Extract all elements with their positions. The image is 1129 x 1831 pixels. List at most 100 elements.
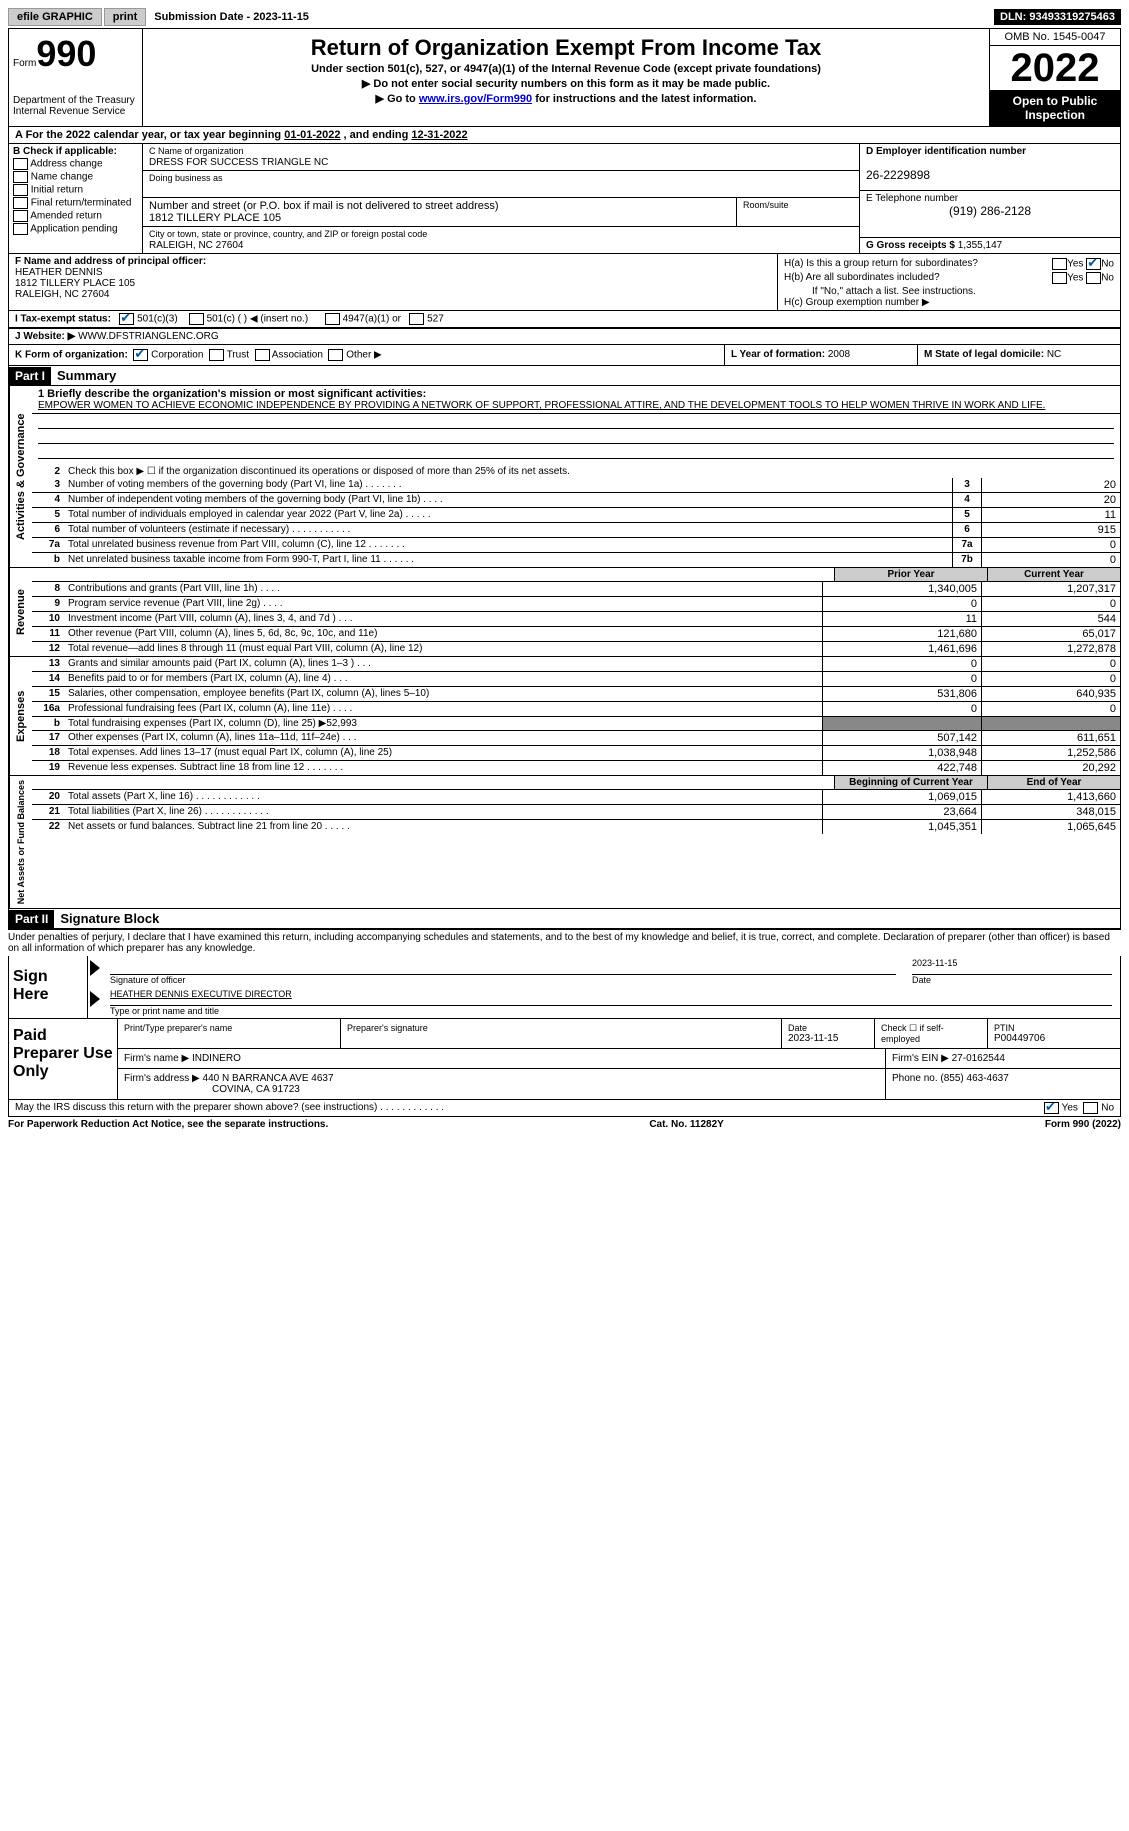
hb-yes[interactable] xyxy=(1052,272,1067,284)
row-fh: F Name and address of principal officer:… xyxy=(8,254,1121,311)
print-button[interactable]: print xyxy=(104,8,146,26)
note-1: ▶ Do not enter social security numbers o… xyxy=(151,77,981,90)
part1-header: Part I Summary xyxy=(8,366,1121,386)
table-row: bNet unrelated business taxable income f… xyxy=(32,553,1120,567)
firm-ein: 27-0162544 xyxy=(952,1053,1005,1064)
table-row: 4Number of independent voting members of… xyxy=(32,493,1120,508)
officer-city: RALEIGH, NC 27604 xyxy=(15,289,110,300)
paid-preparer-section: Paid Preparer Use Only Print/Type prepar… xyxy=(8,1019,1121,1100)
org-name: DRESS FOR SUCCESS TRIANGLE NC xyxy=(149,157,328,168)
col-b: B Check if applicable: Address change Na… xyxy=(9,144,143,253)
table-row: 7aTotal unrelated business revenue from … xyxy=(32,538,1120,553)
top-toolbar: efile GRAPHIC print Submission Date - 20… xyxy=(8,8,1121,26)
table-row: 18Total expenses. Add lines 13–17 (must … xyxy=(32,746,1120,761)
discuss-yes[interactable] xyxy=(1044,1102,1059,1114)
table-row: 22Net assets or fund balances. Subtract … xyxy=(32,820,1120,834)
table-row: 11Other revenue (Part VIII, column (A), … xyxy=(32,627,1120,642)
footer: For Paperwork Reduction Act Notice, see … xyxy=(8,1119,1121,1130)
discuss-no[interactable] xyxy=(1083,1102,1098,1114)
table-row: 6Total number of volunteers (estimate if… xyxy=(32,523,1120,538)
table-row: bTotal fundraising expenses (Part IX, co… xyxy=(32,717,1120,731)
firm-addr2: COVINA, CA 91723 xyxy=(124,1084,300,1095)
table-row: 19Revenue less expenses. Subtract line 1… xyxy=(32,761,1120,775)
state-domicile: NC xyxy=(1047,349,1061,360)
row-j: J Website: ▶ WWW.DFSTRIANGLENC.ORG xyxy=(8,329,1121,345)
note-2-suf: for instructions and the latest informat… xyxy=(532,93,756,105)
room-suite: Room/suite xyxy=(736,198,859,227)
officer-street: 1812 TILLERY PLACE 105 xyxy=(15,278,135,289)
note-2-pre: ▶ Go to xyxy=(376,93,419,105)
check-name: Name change xyxy=(13,171,138,183)
sig-arrow-icon xyxy=(90,991,100,1007)
form-label: Form xyxy=(13,58,36,69)
phone-value: (919) 286-2128 xyxy=(866,204,1114,218)
org-city: RALEIGH, NC 27604 xyxy=(149,240,244,251)
form-number: 990 xyxy=(36,33,96,74)
year-begin: 01-01-2022 xyxy=(284,129,340,141)
efile-button[interactable]: efile GRAPHIC xyxy=(8,8,102,26)
k-corp[interactable] xyxy=(133,349,148,361)
revenue-section: Revenue Prior Year Current Year 8Contrib… xyxy=(8,568,1121,657)
officer-name: HEATHER DENNIS xyxy=(15,267,103,278)
table-row: 10Investment income (Part VIII, column (… xyxy=(32,612,1120,627)
check-address: Address change xyxy=(13,158,138,170)
table-row: 8Contributions and grants (Part VIII, li… xyxy=(32,582,1120,597)
table-row: 20Total assets (Part X, line 16) . . . .… xyxy=(32,790,1120,805)
ein-value: 26-2229898 xyxy=(866,168,930,182)
form-header: Form990 Department of the Treasury Inter… xyxy=(8,28,1121,127)
form-subtitle: Under section 501(c), 527, or 4947(a)(1)… xyxy=(151,63,981,75)
omb-label: OMB No. 1545-0047 xyxy=(990,29,1120,46)
row-a: A For the 2022 calendar year, or tax yea… xyxy=(8,127,1121,144)
part2-header: Part II Signature Block xyxy=(8,909,1121,929)
mission-text: EMPOWER WOMEN TO ACHIEVE ECONOMIC INDEPE… xyxy=(38,400,1114,411)
irs-label: Internal Revenue Service xyxy=(13,106,138,117)
table-row: 3Number of voting members of the governi… xyxy=(32,478,1120,493)
table-row: 12Total revenue—add lines 8 through 11 (… xyxy=(32,642,1120,656)
expenses-section: Expenses 13Grants and similar amounts pa… xyxy=(8,657,1121,776)
table-row: 14Benefits paid to or for members (Part … xyxy=(32,672,1120,687)
table-row: 13Grants and similar amounts paid (Part … xyxy=(32,657,1120,672)
dln-label: DLN: 93493319275463 xyxy=(994,9,1121,25)
check-pending: Application pending xyxy=(13,223,138,235)
check-amended: Amended return xyxy=(13,210,138,222)
penalty-text: Under penalties of perjury, I declare th… xyxy=(8,929,1121,956)
netassets-section: Net Assets or Fund Balances Beginning of… xyxy=(8,776,1121,909)
row-i: I Tax-exempt status: 501(c)(3) 501(c) ( … xyxy=(8,311,1121,329)
501c3-check[interactable] xyxy=(119,313,134,325)
firm-name: INDINERO xyxy=(192,1053,241,1064)
year-end: 12-31-2022 xyxy=(411,129,467,141)
hb-no[interactable] xyxy=(1086,272,1101,284)
sig-date: 2023-11-15 xyxy=(912,958,1112,974)
prep-date: 2023-11-15 xyxy=(788,1033,838,1044)
table-row: 9Program service revenue (Part VIII, lin… xyxy=(32,597,1120,612)
org-street: 1812 TILLERY PLACE 105 xyxy=(149,212,281,224)
irs-link[interactable]: www.irs.gov/Form990 xyxy=(419,93,532,105)
website-value: WWW.DFSTRIANGLENC.ORG xyxy=(78,331,219,342)
table-row: 17Other expenses (Part IX, column (A), l… xyxy=(32,731,1120,746)
table-row: 16aProfessional fundraising fees (Part I… xyxy=(32,702,1120,717)
tax-year: 2022 xyxy=(990,46,1120,90)
form-title: Return of Organization Exempt From Incom… xyxy=(151,35,981,61)
col-c: C Name of organization DRESS FOR SUCCESS… xyxy=(143,144,859,253)
ha-no[interactable] xyxy=(1086,258,1101,270)
row-bc: B Check if applicable: Address change Na… xyxy=(8,144,1121,254)
discuss-row: May the IRS discuss this return with the… xyxy=(8,1100,1121,1117)
check-initial: Initial return xyxy=(13,184,138,196)
firm-addr1: 440 N BARRANCA AVE 4637 xyxy=(203,1073,334,1084)
table-row: 15Salaries, other compensation, employee… xyxy=(32,687,1120,702)
col-d: D Employer identification number 26-2229… xyxy=(859,144,1120,253)
dept-label: Department of the Treasury xyxy=(13,95,138,106)
table-row: 5Total number of individuals employed in… xyxy=(32,508,1120,523)
governance-section: Activities & Governance 1 Briefly descri… xyxy=(8,386,1121,568)
firm-phone: (855) 463-4637 xyxy=(940,1073,1008,1084)
ptin-value: P00449706 xyxy=(994,1033,1045,1044)
submission-date: Submission Date - 2023-11-15 xyxy=(148,9,315,25)
table-row: 21Total liabilities (Part X, line 26) . … xyxy=(32,805,1120,820)
sig-arrow-icon xyxy=(90,960,100,976)
gross-receipts: 1,355,147 xyxy=(958,240,1003,251)
officer-sig-name: HEATHER DENNIS EXECUTIVE DIRECTOR xyxy=(110,989,1112,1005)
row-k: K Form of organization: Corporation Trus… xyxy=(8,345,1121,366)
open-inspection: Open to Public Inspection xyxy=(990,90,1120,126)
sign-section: Sign Here Signature of officer 2023-11-1… xyxy=(8,956,1121,1019)
ha-yes[interactable] xyxy=(1052,258,1067,270)
